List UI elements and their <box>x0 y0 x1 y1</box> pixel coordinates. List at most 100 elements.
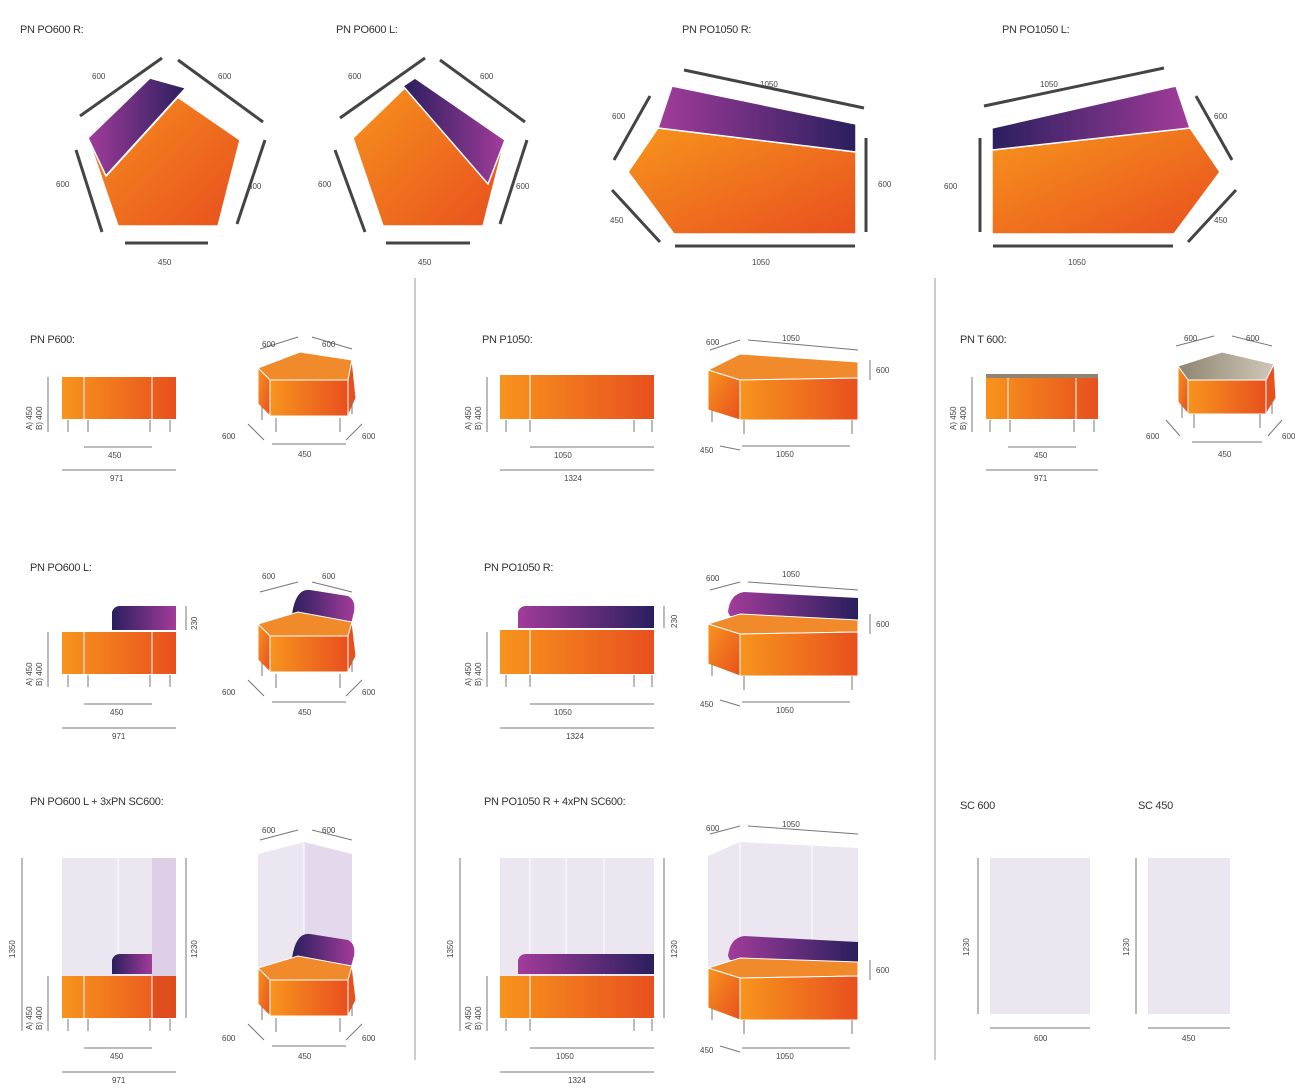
height-label: B) 400 <box>35 406 44 430</box>
dim-label: 450 <box>1214 216 1228 225</box>
dim-label: 1050 <box>776 450 794 459</box>
dim-label: 600 <box>92 72 106 81</box>
iso-view-po1050r-screens <box>706 825 871 1053</box>
model-title: PN PO1050 R: <box>682 24 752 36</box>
height-label: B) 400 <box>959 406 968 430</box>
dim-label: 600 <box>876 620 890 629</box>
model-title: PN PO1050 R + 4xPN SC600: <box>484 796 626 808</box>
total-length-label: 1324 <box>568 1076 586 1085</box>
dim-label: 1050 <box>776 706 794 715</box>
dim-label: 600 <box>222 1034 236 1043</box>
panel-sc450 <box>1135 858 1230 1029</box>
dim-label: 600 <box>362 432 376 441</box>
model-title: PN P1050: <box>482 334 533 346</box>
height-label: A) 450 <box>25 406 34 430</box>
model-title: PN PO600 L + 3xPN SC600: <box>30 796 164 808</box>
dim-label: 450 <box>298 450 312 459</box>
backrest-height-label: 230 <box>670 614 679 628</box>
height-label: B) 400 <box>35 1006 44 1030</box>
panel-height-label: 1230 <box>962 938 971 956</box>
iso-view-p1050 <box>706 339 871 451</box>
iso-view-po600l <box>247 581 363 703</box>
panel-width-label: 450 <box>1182 1034 1196 1043</box>
dim-label: 450 <box>610 216 624 225</box>
dim-label: 600 <box>876 966 890 975</box>
front-view-po1050r-screens <box>459 858 665 1073</box>
model-title: PN PO600 R: <box>20 24 84 36</box>
total-length-label: 971 <box>112 732 126 741</box>
dim-label: 600 <box>878 180 892 189</box>
top-pentagon-po600l <box>333 56 529 245</box>
total-length-label: 971 <box>1034 474 1048 483</box>
height-label: B) 400 <box>474 406 483 430</box>
dim-label: 450 <box>700 700 714 709</box>
total-length-label: 971 <box>112 1076 126 1085</box>
height-label: A) 450 <box>25 1006 34 1030</box>
dim-label: 450 <box>298 1052 312 1061</box>
dim-label: 1050 <box>782 570 800 579</box>
width-label: 450 <box>110 708 124 717</box>
width-label: 1050 <box>556 1052 574 1061</box>
total-length-label: 971 <box>110 474 124 483</box>
dim-label: 600 <box>944 182 958 191</box>
total-length-label: 1324 <box>566 732 584 741</box>
dim-label: 600 <box>362 1034 376 1043</box>
height-label: A) 450 <box>949 406 958 430</box>
width-label: 450 <box>108 451 122 460</box>
model-title: SC 450 <box>1138 800 1173 812</box>
width-label: 1050 <box>554 451 572 460</box>
dim-label: 1050 <box>776 1052 794 1061</box>
dim-label: 600 <box>248 182 262 191</box>
top-shape-po1050r <box>610 68 868 248</box>
dim-label: 600 <box>612 112 626 121</box>
iso-view-po600l-screens <box>247 829 363 1047</box>
dim-label: 450 <box>700 446 714 455</box>
dim-label: 600 <box>262 572 276 581</box>
dim-label: 1050 <box>760 80 778 89</box>
full-height-label: 1350 <box>8 940 17 958</box>
width-label: 450 <box>110 1052 124 1061</box>
dim-label: 600 <box>1246 334 1260 343</box>
height-label: B) 400 <box>474 1006 483 1030</box>
dim-label: 600 <box>876 366 890 375</box>
height-label: A) 450 <box>464 1006 473 1030</box>
dim-label: 600 <box>222 432 236 441</box>
top-shape-po1050l <box>978 66 1238 248</box>
panel-sc600 <box>977 858 1090 1029</box>
dim-label: 600 <box>262 826 276 835</box>
dim-label: 600 <box>706 574 720 583</box>
model-title: PN PO1050 R: <box>484 562 554 574</box>
front-view-t600 <box>971 374 1098 471</box>
model-title: PN T 600: <box>960 334 1007 346</box>
height-label: A) 450 <box>464 662 473 686</box>
dim-label: 600 <box>262 340 276 349</box>
height-label: A) 450 <box>25 662 34 686</box>
total-length-label: 1324 <box>564 474 582 483</box>
model-title: PN PO1050 L: <box>1002 24 1070 36</box>
dim-label: 600 <box>56 180 70 189</box>
top-pentagon-po600r <box>74 56 267 245</box>
front-view-po600l <box>47 606 187 729</box>
dim-label: 1050 <box>1040 80 1058 89</box>
dim-label: 450 <box>158 258 172 267</box>
dim-label: 600 <box>218 72 232 81</box>
height-label: A) 450 <box>464 406 473 430</box>
dim-label: 600 <box>1214 112 1228 121</box>
model-title: PN P600: <box>30 334 75 346</box>
front-view-po1050r <box>486 606 665 729</box>
dim-label: 600 <box>1282 432 1296 441</box>
dim-label: 1050 <box>1068 258 1086 267</box>
iso-view-p600 <box>247 336 363 445</box>
model-title: SC 600 <box>960 800 995 812</box>
dim-label: 600 <box>348 72 362 81</box>
dim-label: 600 <box>516 182 530 191</box>
dim-label: 1050 <box>752 258 770 267</box>
front-view-po600l-screens <box>21 858 187 1073</box>
front-view-p600 <box>47 377 176 471</box>
panel-width-label: 600 <box>1034 1034 1048 1043</box>
dim-label: 450 <box>418 258 432 267</box>
dim-label: 600 <box>1184 334 1198 343</box>
width-label: 1050 <box>554 708 572 717</box>
backrest-height-label: 230 <box>190 616 199 630</box>
